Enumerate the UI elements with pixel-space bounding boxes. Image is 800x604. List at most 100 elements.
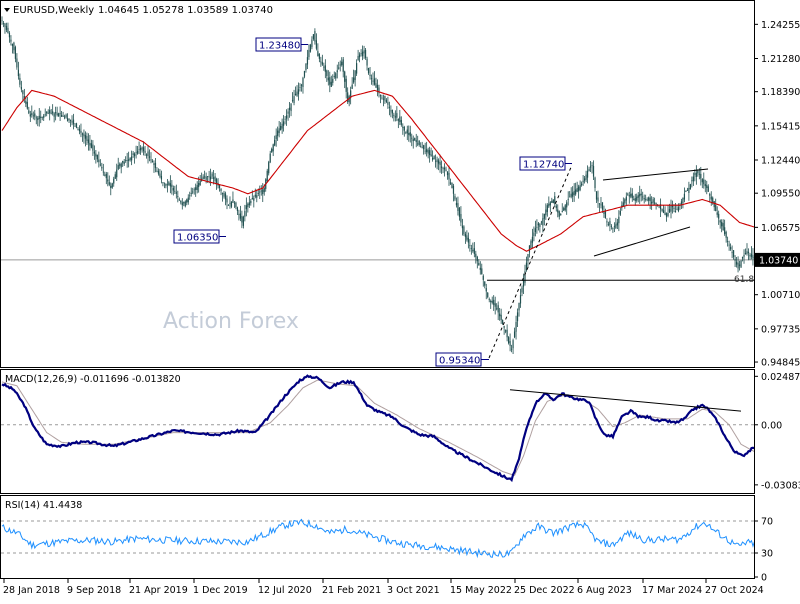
annotation-high-2021: 1.23480: [255, 37, 308, 52]
candle-body: [588, 168, 590, 172]
candle-body: [719, 220, 721, 223]
candle-body: [151, 161, 154, 163]
candle-body: [35, 117, 37, 119]
candle-body: [25, 100, 27, 104]
candle-body: [314, 31, 316, 42]
y-tick-label: 1.12440: [761, 156, 800, 167]
candle-body: [466, 235, 468, 240]
candle-body: [479, 267, 481, 270]
candle-body: [260, 190, 262, 192]
candle-body: [17, 69, 19, 77]
candle-body: [406, 129, 408, 134]
candle-body: [354, 70, 356, 81]
candle-body: [718, 213, 720, 219]
candle-body: [586, 170, 589, 178]
candle-body: [320, 61, 322, 63]
candle-body: [607, 223, 610, 225]
candle-body: [555, 205, 557, 209]
candle-body: [370, 78, 373, 80]
candle-body: [713, 201, 715, 208]
rsi-title: RSI(14) 41.4438: [5, 500, 82, 511]
candle-body: [236, 207, 239, 211]
candle-body: [436, 159, 438, 163]
candle-body: [19, 77, 21, 85]
candle-body: [366, 58, 368, 66]
candle-body: [437, 160, 440, 164]
candle-body: [61, 115, 63, 117]
candle-body: [510, 348, 513, 350]
candle-body: [193, 189, 195, 191]
candle-body: [646, 199, 648, 201]
candle-body: [153, 163, 155, 166]
candle-body: [592, 165, 595, 177]
candle-body: [445, 169, 447, 171]
chart-title: EURUSD,Weekly: [13, 5, 94, 16]
candle-body: [180, 200, 182, 203]
candle-body: [597, 197, 599, 202]
candle-body: [160, 175, 163, 180]
candle-body: [488, 299, 490, 300]
candle-body: [174, 190, 176, 192]
candle-body: [689, 184, 691, 190]
candle-body: [473, 248, 475, 255]
candle-body: [582, 180, 584, 183]
candle-body: [144, 150, 146, 153]
candle-body: [22, 90, 24, 95]
y-tick-label: 1.21280: [761, 54, 800, 65]
candle-body: [373, 78, 376, 85]
candle-body: [235, 202, 237, 208]
candle-body: [393, 114, 395, 116]
dropdown-triangle-icon[interactable]: [4, 8, 10, 12]
candle-body: [639, 193, 641, 197]
candle-body: [38, 115, 40, 120]
candle-body: [333, 76, 335, 77]
candle-body: [65, 114, 67, 118]
y-tick-label: 70: [761, 517, 773, 528]
candle-body: [20, 87, 22, 90]
candle-body: [557, 209, 559, 213]
candle-body: [591, 165, 593, 166]
candle-body: [116, 169, 118, 178]
candle-body: [619, 210, 621, 215]
candle-body: [491, 300, 493, 303]
candle-body: [309, 44, 312, 52]
candle-body: [636, 196, 638, 201]
candle-body: [624, 199, 626, 204]
candle-body: [382, 98, 385, 100]
candle-body: [205, 176, 207, 180]
candle-body: [752, 255, 754, 259]
candle-body: [136, 150, 139, 154]
chart-header: EURUSD,Weekly 1.04645 1.05278 1.03589 1.…: [4, 5, 273, 16]
candle-body: [4, 23, 6, 27]
candle-body: [458, 207, 461, 217]
candle-body: [128, 159, 130, 161]
candle-body: [528, 245, 531, 253]
candle-body: [564, 205, 566, 211]
candle-body: [311, 39, 313, 48]
candle-body: [522, 279, 525, 287]
candle-body: [698, 173, 700, 175]
candle-body: [685, 190, 687, 192]
main-panel: [0, 0, 755, 368]
candle-body: [278, 128, 280, 134]
candle-body: [275, 135, 277, 140]
candle-body: [536, 226, 538, 228]
candle-body: [244, 210, 246, 217]
candle-body: [692, 176, 694, 182]
candle-body: [490, 300, 492, 303]
y-tick-label: 1.15415: [761, 121, 800, 132]
candle-body: [446, 171, 449, 176]
candle-body: [643, 198, 645, 200]
candle-body: [630, 193, 632, 197]
candle-body: [442, 167, 444, 169]
candle-body: [598, 203, 601, 205]
candle-body: [77, 129, 79, 131]
candle-body: [175, 192, 177, 194]
candle-body: [43, 115, 45, 118]
candle-body: [360, 53, 362, 55]
candle-body: [482, 275, 484, 280]
candle-body: [753, 256, 754, 260]
candle-body: [737, 262, 739, 269]
candle-body: [114, 174, 116, 179]
candle-body: [266, 170, 268, 182]
